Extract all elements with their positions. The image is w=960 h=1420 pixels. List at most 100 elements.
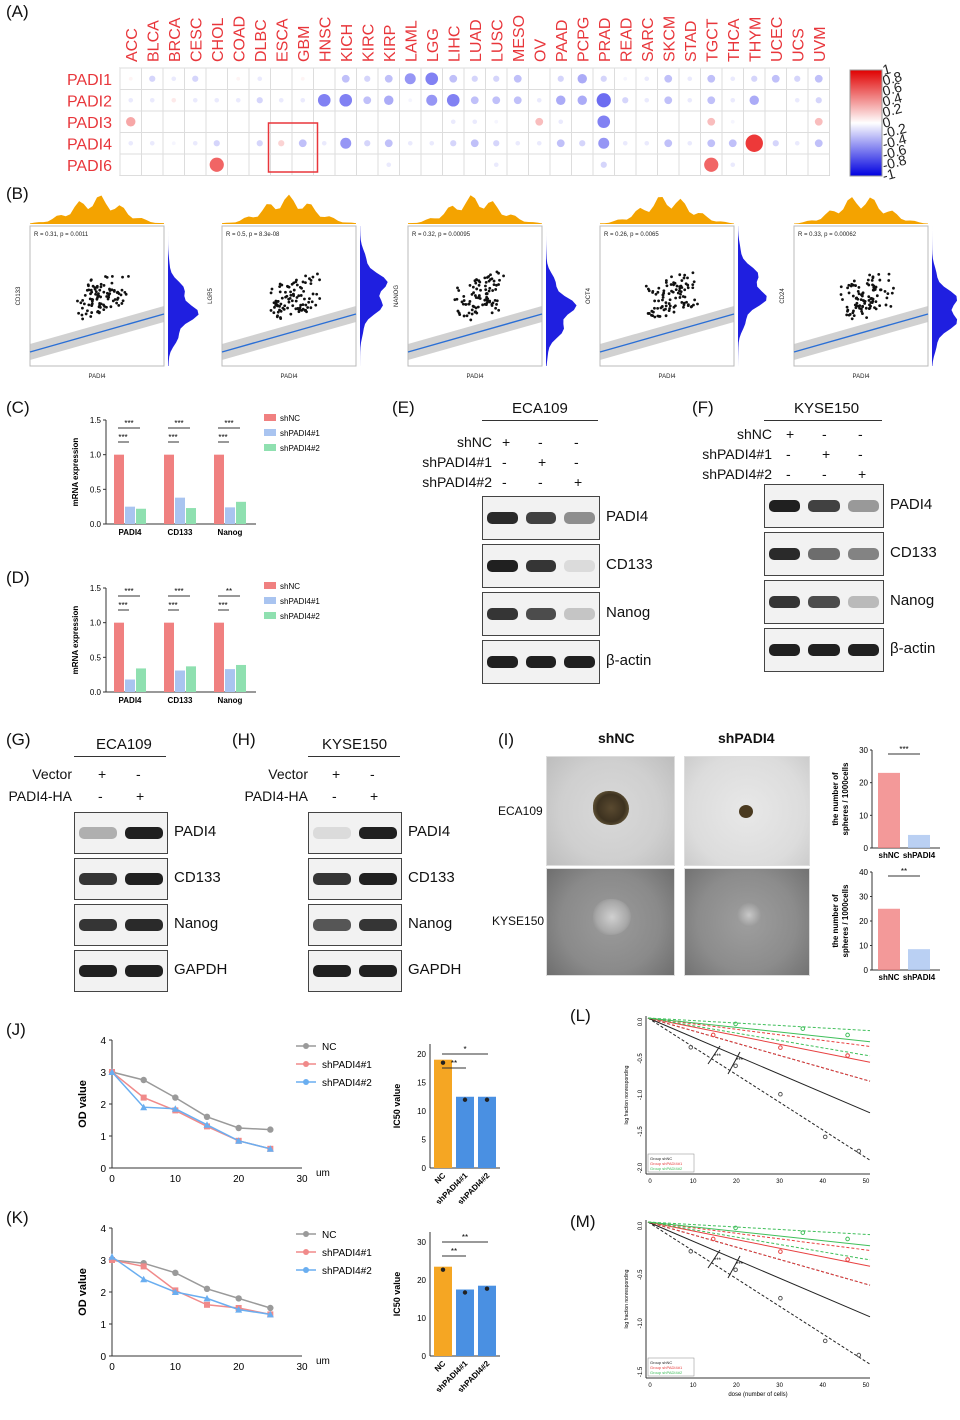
- correlation-dot: [171, 97, 177, 103]
- scatter-point: [656, 306, 660, 310]
- panel-g-western-blot: ECA109 Vector + - PADI4-HA - + PADI4 CD133 Nanog G…: [0, 730, 232, 992]
- scatter-point: [115, 301, 119, 305]
- panel-label-b: (B): [6, 184, 29, 203]
- bar: [434, 1266, 452, 1356]
- cell-line-underline: [482, 420, 598, 421]
- panel-label-m: (M): [570, 1212, 596, 1231]
- scatter-point: [303, 297, 306, 301]
- panel-f-western-blot: KYSE150 shNC + - - shPADI4#1- + - shPADI4#2- - + PA…: [690, 398, 960, 688]
- regression-line: [647, 1017, 871, 1047]
- regression-line: [647, 1221, 871, 1236]
- legend-box: [647, 1153, 695, 1173]
- bar: [214, 454, 224, 524]
- y-tick-label: 10: [859, 942, 868, 951]
- cancer-label: TGCT: [704, 18, 721, 62]
- correlation-dot: [209, 157, 224, 172]
- scatter-point: [869, 297, 873, 300]
- cancer-label: LUSC: [489, 19, 506, 62]
- category-label: Nanog: [218, 696, 243, 705]
- panel-label-d: (D): [6, 568, 30, 587]
- scatter-point: [683, 288, 687, 292]
- x-axis-unit: um: [316, 1168, 330, 1179]
- gene-label: PADI4: [67, 136, 112, 153]
- series-line: [111, 1071, 271, 1150]
- bar: [225, 507, 235, 524]
- cancer-label: PRAD: [597, 18, 614, 62]
- correlation-dot: [129, 163, 133, 167]
- scatter-point: [497, 308, 501, 312]
- condition-sign: -: [858, 446, 863, 462]
- scatter-point: [94, 290, 98, 294]
- blot-band: [808, 644, 840, 656]
- x-tick-label: 10: [690, 1383, 697, 1389]
- scatter-point: [272, 311, 276, 315]
- cancer-label: DLBC: [253, 19, 270, 62]
- micrograph-eca109-shpadi4: [684, 756, 810, 866]
- sig-label: ***: [736, 1058, 744, 1064]
- scatter-point: [102, 303, 105, 307]
- y-tick-label: 20: [859, 917, 868, 926]
- correlation-dot: [645, 120, 649, 124]
- scatter-point: [856, 289, 860, 293]
- regression-line: [647, 1017, 871, 1114]
- correlation-dot: [493, 162, 499, 168]
- correlation-dot: [596, 93, 611, 108]
- scatter-point: [290, 282, 294, 286]
- scatter-point: [294, 280, 298, 284]
- correlation-dot: [258, 120, 262, 124]
- correlation-dot: [516, 163, 520, 167]
- scale-label: -0.2: [881, 120, 909, 142]
- correlation-dot: [236, 141, 240, 145]
- scatter-point: [279, 302, 283, 306]
- scatter-point: [291, 304, 295, 308]
- scatter-point: [93, 287, 97, 291]
- scatter-point: [686, 286, 690, 290]
- correlation-dot: [300, 76, 305, 81]
- correlation-dot: [472, 119, 478, 125]
- regression-line: [647, 1017, 871, 1032]
- scatter-point: [295, 296, 299, 299]
- correlation-dot: [577, 74, 587, 84]
- scatter-point: [492, 279, 496, 283]
- scatter-point: [81, 306, 84, 310]
- data-point: [778, 1295, 783, 1301]
- scatter-point: [86, 309, 89, 313]
- scatter-point: [316, 272, 319, 276]
- panel-l-limiting-dilution: 0.0 -0.5 -1.0 -1.5 -2.0 0 10 20 30 40 50 log fracti…: [624, 1016, 871, 1185]
- blot-band: [359, 919, 397, 931]
- panel-a-correlation-heatmap: ACC BLCA BRCA CESC CHOL COAD DLBC ESCA GBM HNSC KI…: [67, 15, 909, 184]
- scatter-point: [679, 285, 683, 288]
- category-label: PADI4: [119, 696, 143, 705]
- stat-label: R = 0.32, p = 0.00095: [412, 232, 471, 238]
- condition-sign: +: [136, 788, 145, 804]
- bar: [878, 908, 900, 970]
- scatter-point: [110, 281, 114, 285]
- cancer-label: SKCM: [661, 16, 678, 62]
- correlation-dot: [321, 140, 327, 146]
- correlation-dot: [344, 120, 348, 124]
- panel-h-western-blot: KYSE150 Vector + - PADI4-HA - + PADI4 CD133 Nanog…: [232, 730, 472, 992]
- category-label: CD133: [168, 528, 193, 537]
- scatter-point: [311, 275, 315, 279]
- scatter-point: [85, 288, 89, 292]
- scatter-point: [860, 294, 864, 298]
- legend-label: shPADI4#1: [322, 1060, 372, 1071]
- sig-label: **: [451, 1247, 457, 1256]
- bar: [214, 622, 224, 692]
- panel-label-i: (I): [498, 730, 515, 749]
- scatter-point: [81, 317, 85, 321]
- scatter-point: [283, 304, 287, 308]
- micrograph-kyse150-shnc: [546, 868, 675, 976]
- correlation-dot: [558, 119, 564, 125]
- cancer-label: MESO: [511, 15, 528, 62]
- panel-m-limiting-dilution: 0.0 -0.5 -1.0 -1.5 0 10 20 30 40 50 log fraction n…: [624, 1220, 871, 1398]
- scatter-point: [315, 292, 319, 296]
- panel-label-c: (C): [6, 398, 30, 417]
- condition-label: shNC: [456, 434, 492, 450]
- correlation-dot: [536, 140, 542, 146]
- condition-sign: +: [786, 426, 795, 442]
- scatter-point: [668, 307, 672, 310]
- x-axis-label: dose (number of cells): [728, 1392, 787, 1398]
- top-density: [408, 195, 542, 224]
- cancer-label: GBM: [296, 26, 313, 62]
